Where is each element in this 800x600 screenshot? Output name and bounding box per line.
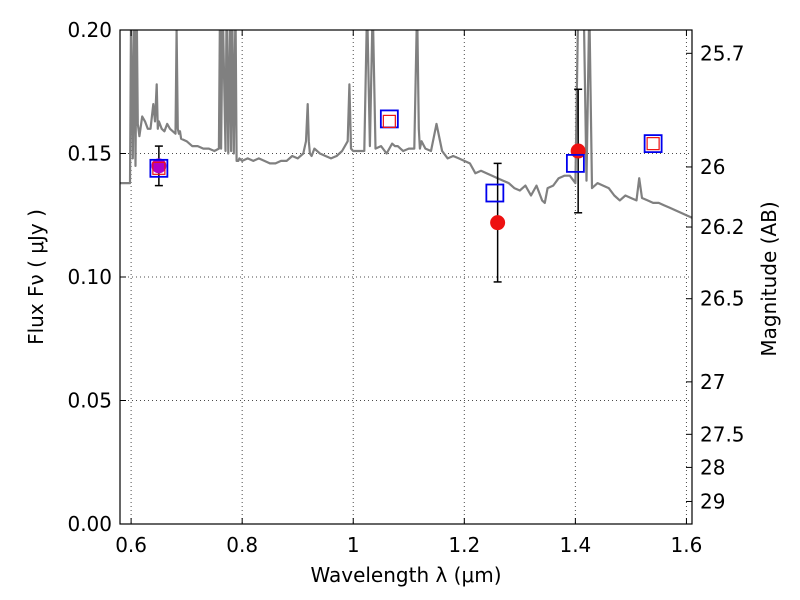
right-tick-label: 26.2: [700, 215, 745, 239]
right-tick-label: 25.7: [700, 41, 745, 65]
grid: [120, 30, 692, 524]
marker-layer: [149, 88, 663, 283]
x-tick-label: 1.6: [671, 533, 703, 557]
model-point-blue: [485, 183, 505, 203]
right-tick-label: 26: [700, 155, 725, 179]
x-tick-label: 0.8: [226, 533, 258, 557]
model-point-red: [646, 137, 660, 151]
y-tick-label: 0.10: [67, 265, 112, 289]
right-axis-label: Magnitude (AB): [757, 201, 781, 356]
model-point-blue: [565, 153, 585, 173]
right-tick-label: 26.5: [700, 287, 745, 311]
x-tick-label: 0.6: [115, 533, 147, 557]
x-axis-label: Wavelength λ (μm): [310, 563, 501, 587]
y-tick-label: 0.15: [67, 142, 112, 166]
right-tick-label: 27.5: [700, 422, 745, 446]
y-tick-label: 0.20: [67, 18, 112, 42]
y-tick-label: 0.05: [67, 389, 112, 413]
y-tick-label: 0.00: [67, 512, 112, 536]
plot-background: [120, 30, 692, 524]
right-tick-label: 27: [700, 370, 725, 394]
right-tick-label: 29: [700, 489, 725, 513]
tick-layer: 0.6 0.8 1 1.2 1.4 1.6 0.00 0.05 0.10 0.15 0.20 25.7…: [67, 18, 744, 557]
x-tick-label: 1: [347, 533, 360, 557]
model-point-blue: [149, 158, 169, 178]
model-point-blue: [643, 134, 663, 154]
y-axis-label: Flux Fν ( μJy ): [24, 209, 48, 345]
observed-point: [490, 215, 506, 231]
model-point-red: [152, 161, 166, 175]
x-tick-label: 1.2: [448, 533, 480, 557]
model-point-red: [382, 114, 396, 128]
x-tick-label: 1.4: [559, 533, 591, 557]
right-tick-label: 28: [700, 455, 725, 479]
